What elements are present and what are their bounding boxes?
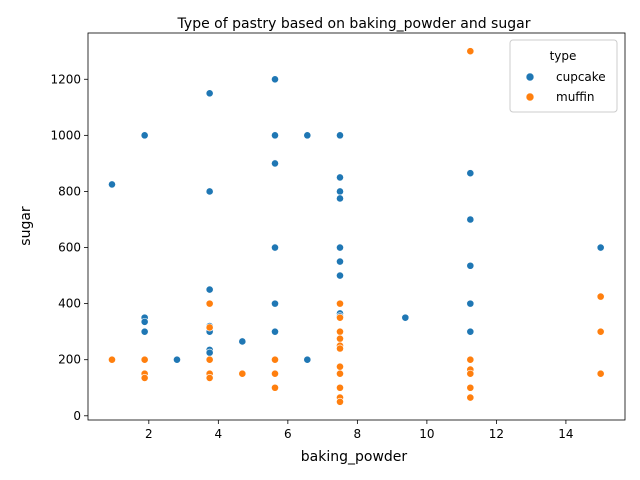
- muffin-point: [205, 299, 214, 308]
- legend-label-cupcake: cupcake: [556, 70, 606, 84]
- y-tick-label: 0: [73, 409, 81, 423]
- muffin-point: [336, 299, 344, 308]
- legend-marker-muffin: [525, 92, 535, 102]
- cupcake-point: [466, 299, 475, 308]
- muffin-point: [466, 393, 475, 402]
- muffin-point: [336, 362, 344, 371]
- cupcake-point: [336, 194, 344, 203]
- y-tick-label: 200: [58, 353, 81, 367]
- muffin-point: [336, 383, 344, 392]
- cupcake-point: [466, 261, 475, 270]
- cupcake-point: [336, 257, 344, 266]
- cupcake-point: [596, 243, 605, 252]
- x-axis-ticks: 2 4 6 8 10 12 14: [145, 420, 574, 441]
- y-tick-label: 800: [58, 184, 81, 198]
- cupcake-point: [303, 355, 312, 364]
- cupcake-point: [271, 159, 279, 168]
- y-axis-ticks: 0 200 400 600 800 1000 1200: [50, 72, 88, 423]
- y-tick-label: 400: [58, 297, 81, 311]
- muffin-point: [596, 292, 605, 301]
- x-tick-label: 6: [284, 427, 292, 441]
- y-tick-label: 1000: [50, 128, 81, 142]
- cupcake-point: [401, 313, 410, 322]
- muffin-point: [466, 47, 475, 56]
- muffin-point: [205, 355, 214, 364]
- muffin-point: [596, 327, 605, 336]
- x-tick-label: 8: [354, 427, 362, 441]
- muffin-point: [108, 355, 116, 364]
- legend-marker-cupcake: [525, 72, 535, 82]
- cupcake-point: [205, 187, 214, 196]
- cupcake-point: [140, 131, 149, 140]
- legend-title: type: [550, 49, 577, 63]
- cupcake-point: [336, 243, 344, 252]
- cupcake-point: [336, 271, 344, 280]
- axes-frame: [87, 32, 626, 421]
- cupcake-point: [271, 131, 279, 140]
- cupcake-point: [140, 327, 149, 336]
- muffin-point: [205, 323, 214, 332]
- muffin-point: [238, 369, 247, 378]
- cupcake-point: [271, 75, 279, 84]
- y-tick-label: 1200: [50, 72, 81, 86]
- cupcake-point: [271, 243, 279, 252]
- muffin-point: [466, 355, 475, 364]
- x-tick-label: 4: [215, 427, 223, 441]
- cupcake-point: [140, 317, 149, 326]
- muffin-point: [596, 369, 605, 378]
- muffin-point: [336, 369, 344, 378]
- data-points: [108, 47, 605, 406]
- muffin-point: [336, 344, 344, 353]
- muffin-point: [140, 374, 149, 382]
- muffin-point: [271, 369, 279, 378]
- muffin-point: [271, 383, 279, 392]
- x-tick-label: 2: [145, 427, 153, 441]
- y-axis-label: sugar: [18, 206, 34, 246]
- x-tick-label: 12: [489, 427, 504, 441]
- legend-box: [509, 39, 618, 113]
- muffin-point: [466, 369, 475, 378]
- legend: type cupcake muffin: [509, 39, 618, 113]
- cupcake-point: [108, 180, 116, 189]
- cupcake-point: [173, 355, 181, 364]
- cupcake-point: [336, 173, 344, 182]
- cupcake-point: [303, 131, 312, 140]
- cupcake-point: [205, 348, 214, 357]
- x-tick-label: 10: [419, 427, 434, 441]
- y-tick-label: 600: [58, 241, 81, 255]
- cupcake-point: [205, 285, 214, 294]
- cupcake-point: [466, 215, 475, 224]
- x-tick-label: 14: [558, 427, 573, 441]
- muffin-point: [466, 383, 475, 392]
- cupcake-point: [466, 169, 475, 178]
- muffin-point: [336, 397, 344, 406]
- cupcake-point: [238, 337, 247, 346]
- muffin-point: [336, 313, 344, 322]
- muffin-point: [205, 374, 214, 382]
- chart-title: Type of pastry based on baking_powder an…: [177, 16, 531, 32]
- legend-label-muffin: muffin: [556, 90, 595, 104]
- muffin-point: [336, 334, 344, 343]
- x-axis-label: baking_powder: [301, 449, 408, 465]
- muffin-point: [140, 355, 149, 364]
- cupcake-point: [466, 327, 475, 336]
- cupcake-point: [336, 131, 344, 140]
- cupcake-point: [271, 327, 279, 336]
- cupcake-point: [271, 299, 279, 308]
- muffin-point: [271, 355, 279, 364]
- cupcake-point: [336, 187, 344, 196]
- muffin-point: [336, 327, 344, 336]
- cupcake-point: [205, 89, 214, 98]
